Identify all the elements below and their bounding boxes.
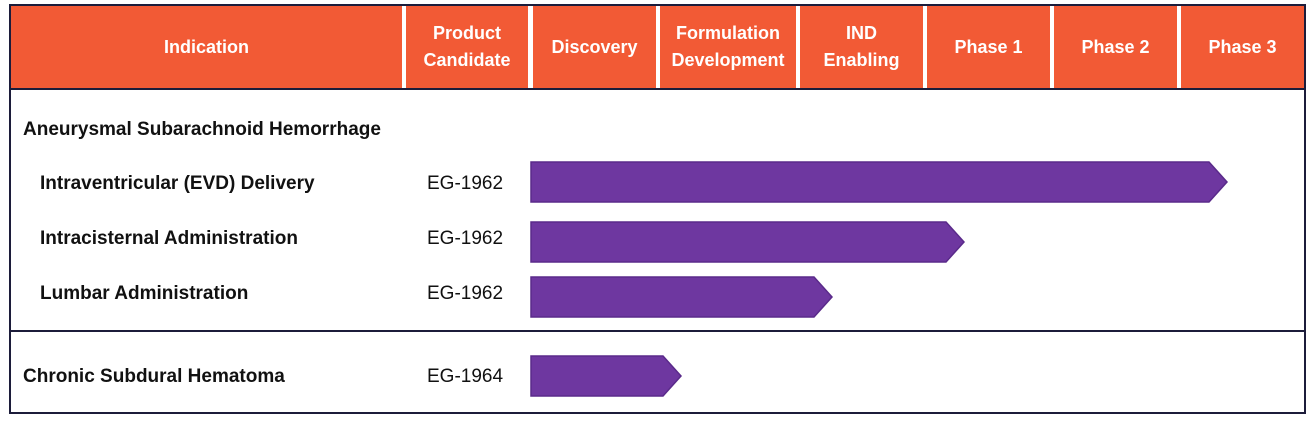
header-phase3-label: Phase 3 [1208,36,1277,57]
header-phase2-label: Phase 2 [1081,36,1150,57]
header-discovery-label: Discovery [551,36,638,57]
progress-bar-csdh [530,355,683,397]
program-candidate: EG-1962 [427,283,504,304]
header-indication: Indication [11,6,402,88]
header-phase1-label: Phase 1 [954,36,1023,57]
progress-bar-lumbar [530,276,834,318]
indication-title: Chronic Subdural Hematoma [23,366,285,387]
progress-bar-evd [530,161,1229,203]
header-formulation: Formulation Development [660,6,796,88]
header-discovery: Discovery [533,6,656,88]
header-candidate-label: Product Candidate [423,23,511,70]
program-candidate: EG-1962 [427,228,504,249]
header-indication-label: Indication [164,36,249,57]
program-candidate: EG-1962 [427,173,504,194]
program-candidate: EG-1964 [427,366,504,387]
header-phase1: Phase 1 [927,6,1050,88]
header-phase3: Phase 3 [1181,6,1304,88]
header-phase2: Phase 2 [1054,6,1177,88]
header-ind: IND Enabling [800,6,923,88]
progress-bar-intracisternal [530,221,966,263]
program-name: Lumbar Administration [40,283,249,304]
program-name: Intracisternal Administration [40,228,298,249]
program-name: Intraventricular (EVD) Delivery [40,173,315,194]
header-divider [11,88,1304,90]
section-divider [11,330,1304,332]
indication-title: Aneurysmal Subarachnoid Hemorrhage [23,119,381,140]
header-formulation-label: Formulation Development [671,23,785,70]
header-candidate: Product Candidate [406,6,528,88]
header-ind-label: IND Enabling [823,23,900,70]
